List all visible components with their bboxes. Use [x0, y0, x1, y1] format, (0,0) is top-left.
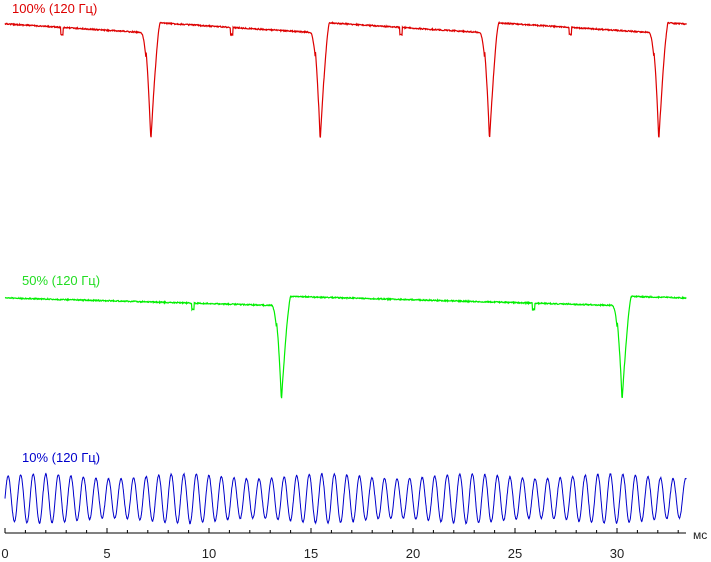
x-tick-label: 15 [304, 546, 318, 561]
x-tick-label: 20 [406, 546, 420, 561]
series-100-line [4, 20, 687, 138]
series-label-10: 10% (120 Гц) [22, 450, 100, 465]
series-label-100: 100% (120 Гц) [12, 1, 97, 16]
x-unit-label: мс [693, 528, 707, 542]
series-layer [4, 20, 687, 526]
x-tick-label: 5 [103, 546, 110, 561]
x-tick-label: 30 [610, 546, 624, 561]
x-tick-label: 0 [1, 546, 8, 561]
series-10-line [4, 472, 687, 526]
series-50-line [4, 294, 687, 399]
x-axis: 0 5 10 15 20 25 30 [1, 528, 686, 561]
x-tick-label: 10 [202, 546, 216, 561]
x-tick-label: 25 [508, 546, 522, 561]
series-label-50: 50% (120 Гц) [22, 273, 100, 288]
